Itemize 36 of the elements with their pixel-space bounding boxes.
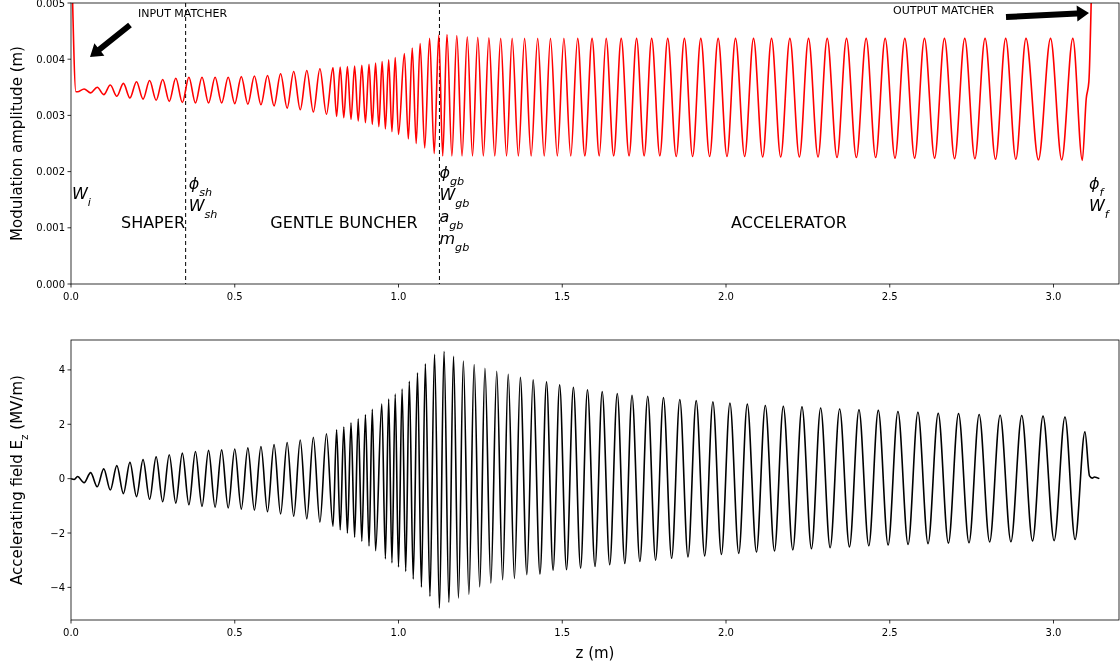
x-tick-label: 0.0 <box>63 291 79 302</box>
annotation: ϕ$_{sh}$ W$_{sh}$ <box>188 173 218 221</box>
annotation: OUTPUT MATCHER <box>893 4 995 17</box>
y-tick-label: 0.000 <box>36 278 65 290</box>
x-tick-label: 3.0 <box>1045 627 1062 638</box>
x-tick-label: 0.5 <box>226 291 243 302</box>
y-tick-label: 0.003 <box>36 109 65 121</box>
y-axis-title: Modulation amplitude (m) <box>8 46 26 241</box>
x-axis-title: z (m) <box>575 644 615 662</box>
annotation: ϕ$_{gb}$ W$_{gb}$ a$_{gb}$ m$_{gb}$ <box>439 162 470 254</box>
annotation: GENTLE BUNCHER <box>270 213 418 232</box>
y-tick-label: 0 <box>58 473 65 485</box>
y-tick-label: 0.004 <box>36 53 65 65</box>
y-tick-label: −4 <box>50 581 65 593</box>
y-tick-label: 4 <box>58 364 65 376</box>
x-tick-label: 0.5 <box>226 627 243 638</box>
y-tick-label: 2 <box>58 418 65 430</box>
x-tick-label: 3.0 <box>1045 291 1062 302</box>
annotation: INPUT MATCHER <box>138 7 228 20</box>
y-tick-label: 0.001 <box>36 222 65 234</box>
x-tick-label: 2.5 <box>881 291 898 302</box>
annotation: W$_{i}$ <box>72 184 92 209</box>
x-tick-label: 1.5 <box>554 627 571 638</box>
x-tick-label: 1.5 <box>554 291 571 302</box>
x-tick-label: 2.0 <box>718 291 734 302</box>
annotation: SHAPER <box>120 213 186 232</box>
x-tick-label: 1.0 <box>390 291 407 302</box>
x-tick-label: 0.0 <box>63 627 79 638</box>
x-tick-label: 2.0 <box>718 627 734 638</box>
y-tick-label: 0.002 <box>36 166 65 178</box>
annotation: ϕ$_{f}$ W$_{f}$ <box>1089 174 1111 221</box>
annotation: ACCELERATOR <box>731 213 847 232</box>
x-tick-label: 1.0 <box>390 627 407 638</box>
line-series <box>71 3 1092 162</box>
x-tick-label: 2.5 <box>881 627 898 638</box>
y-tick-label: −2 <box>50 527 65 539</box>
